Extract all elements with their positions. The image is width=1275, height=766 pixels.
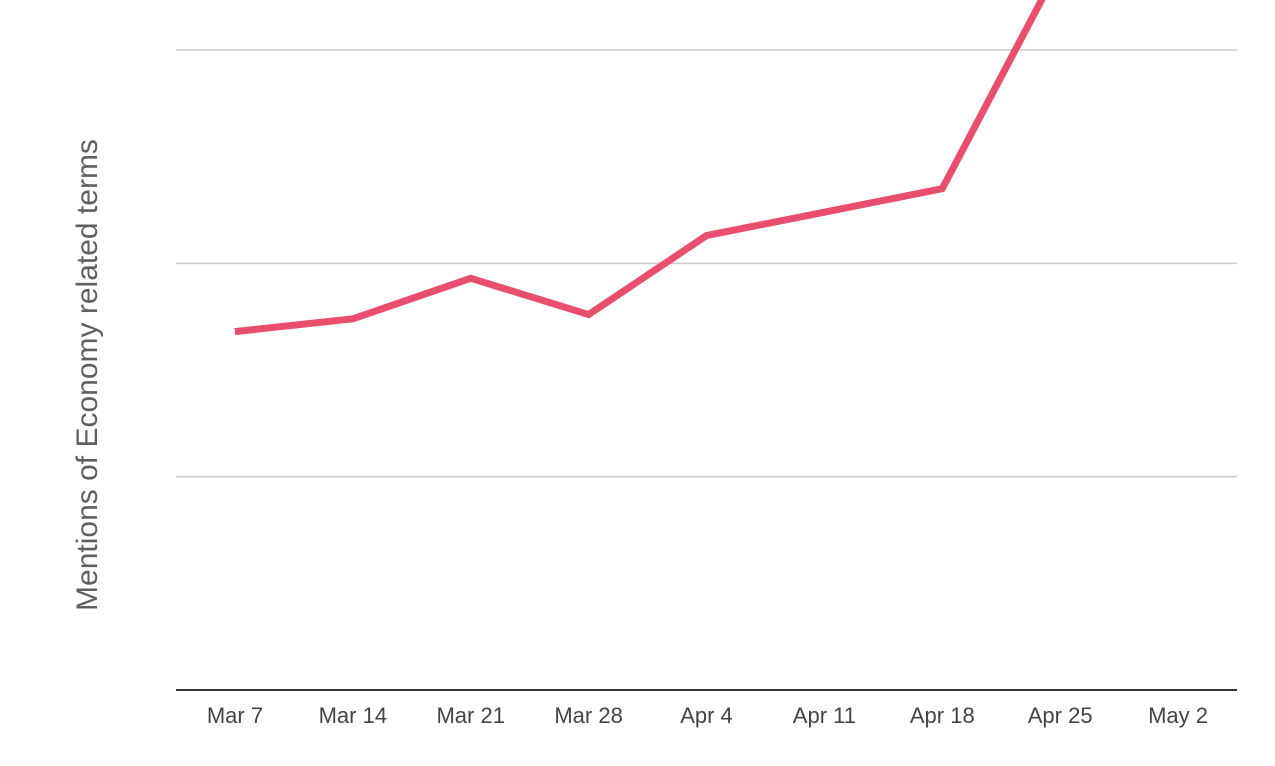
gridlines — [176, 49, 1237, 478]
x-tick-label: Apr 11 — [793, 703, 856, 728]
x-tick-label: Mar 7 — [207, 703, 263, 728]
x-tick-label: Apr 4 — [680, 703, 733, 728]
x-tick-label: Apr 18 — [910, 703, 975, 728]
x-tick-label: Mar 28 — [554, 703, 622, 728]
x-tick-label: Mar 14 — [319, 703, 387, 728]
x-axis-tick-labels: Mar 7 Mar 14 Mar 21 Mar 28 Apr 4 Apr 11 Apr 18… — [207, 703, 1208, 728]
x-tick-label: May 2 — [1148, 703, 1208, 728]
x-tick-label: Apr 25 — [1028, 703, 1093, 728]
x-tick-label: Mar 21 — [436, 703, 504, 728]
series-group — [234, 0, 1046, 336]
